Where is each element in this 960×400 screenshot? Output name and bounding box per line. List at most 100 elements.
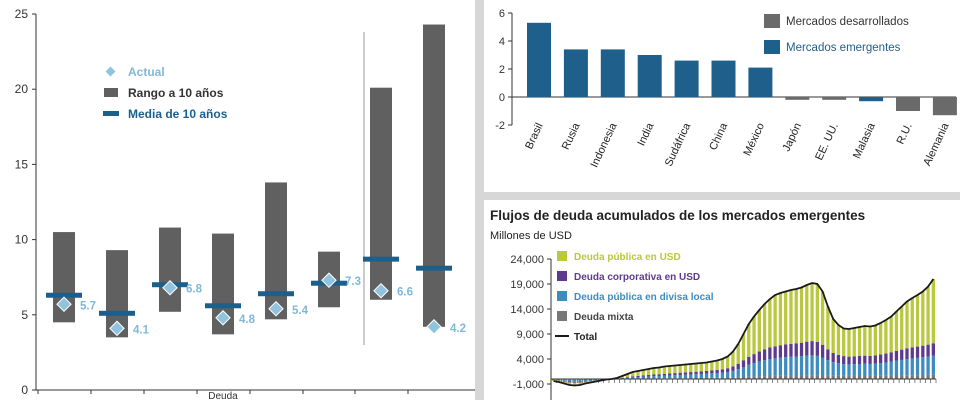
legend-developed-swatch [764, 14, 780, 28]
legend-mean-label: Media de 10 años [128, 107, 228, 121]
country-bar [896, 97, 920, 111]
stacked-bar-segment [641, 375, 645, 377]
stacked-bar-segment [810, 375, 814, 379]
stacked-bar-segment [646, 376, 651, 379]
stacked-bar-segment [799, 342, 804, 357]
stacked-bar-segment [757, 376, 761, 379]
stacked-bar-segment [878, 323, 883, 355]
stacked-bar-segment [910, 375, 914, 379]
stacked-bar-segment [915, 346, 920, 358]
stacked-bar-segment [662, 375, 667, 379]
stacked-bar-segment [815, 375, 819, 379]
stacked-bar-segment [789, 343, 793, 357]
stacked-bar-segment [842, 356, 846, 365]
stacked-bar-segment [694, 371, 698, 375]
stacked-bar-segment [773, 375, 777, 379]
stacked-bar-segment [878, 354, 883, 364]
country-label: Malasia [851, 120, 878, 160]
stacked-bar-segment [863, 326, 867, 356]
stacked-bar-segment [731, 366, 735, 371]
stacked-bar-segment [673, 365, 677, 374]
stacked-bar-segment [699, 377, 703, 379]
stacked-bar-segment [915, 357, 920, 376]
stacked-bar-segment [847, 329, 851, 357]
y-tick-label: 6 [499, 8, 505, 20]
range-bar [265, 182, 287, 320]
country-label: Brasil [523, 121, 546, 151]
range-bar [370, 87, 392, 300]
stacked-bar-segment [673, 375, 677, 379]
actual-value-label: 4.8 [239, 314, 256, 326]
stacked-bar-segment [757, 310, 761, 352]
country-label: India [635, 120, 656, 147]
stacked-bar-segment [931, 374, 935, 379]
stacked-bar-segment [789, 290, 793, 344]
stacked-bar-segment [768, 376, 772, 379]
country-bar [711, 60, 736, 97]
stacked-bar-segment [884, 375, 888, 379]
stacked-bar-segment [868, 363, 872, 376]
stacked-bar-segment [594, 379, 598, 381]
stacked-bar-segment [768, 359, 772, 376]
stacked-bar-segment [583, 379, 587, 381]
stacked-bar-segment [573, 379, 577, 382]
y-tick-label: 20 [15, 82, 29, 96]
stacked-bar-segment [683, 372, 688, 375]
stacked-bar-segment [762, 304, 767, 350]
country-label: México [742, 121, 768, 158]
stacked-bar-segment [794, 289, 798, 344]
stacked-bar-segment [884, 353, 888, 363]
stacked-bar-segment [752, 354, 756, 364]
stacked-bar-segment [852, 356, 856, 365]
stacked-bar-segment [562, 380, 566, 382]
stacked-bar-segment [878, 363, 883, 376]
stacked-bar-segment [694, 363, 698, 372]
y-tick-label: 25 [15, 7, 29, 21]
stacked-bar-segment [805, 355, 809, 376]
stacked-bar-segment [657, 374, 661, 376]
range-bar [159, 227, 181, 312]
stacked-bar-segment [873, 325, 877, 356]
stacked-bar-segment [799, 287, 804, 343]
stacked-bar-segment [926, 356, 930, 375]
y-tick-label: 24,000 [510, 254, 544, 266]
stacked-bar-segment [863, 376, 867, 379]
stacked-bar-segment [915, 295, 920, 347]
actual-value-label: 7.3 [345, 276, 361, 288]
stacked-bar-segment [636, 377, 640, 379]
stacked-bar-segment [689, 364, 693, 373]
stacked-bar-segment [900, 375, 904, 379]
stacked-bar-segment [894, 351, 899, 361]
stacked-bar-segment [905, 375, 909, 379]
stacked-bar-segment [741, 334, 746, 361]
stacked-bar-segment [736, 344, 740, 364]
stacked-bar-segment [905, 359, 909, 376]
stacked-bar-segment [726, 368, 730, 372]
stacked-bar-segment [910, 298, 914, 348]
stacked-bar-segment [857, 356, 862, 364]
stacked-bar-segment [557, 379, 561, 381]
stacked-bar-segment [652, 368, 656, 375]
stacked-bar-segment [820, 357, 825, 376]
stacked-bar-segment [852, 328, 856, 357]
country-bar [600, 49, 625, 97]
legend-actual-label: Actual [128, 65, 165, 79]
stacked-bar-segment [567, 379, 572, 382]
stacked-bar-segment [573, 381, 577, 383]
stacked-bar-segment [710, 361, 714, 371]
stacked-bar-segment [784, 291, 788, 345]
legend-actual-marker [105, 66, 116, 77]
country-label: Alemania [921, 120, 952, 167]
country-label: R.U. [895, 121, 915, 146]
y-tick-label: 5 [21, 308, 28, 322]
stacked-bar-segment [720, 377, 725, 379]
legend-developed-label: Mercados desarrollados [786, 16, 909, 28]
stacked-bar-segment [694, 374, 698, 378]
legend-line-label: Total [574, 332, 597, 343]
stacked-bar-segment [831, 375, 835, 379]
stacked-bar-segment [889, 375, 893, 379]
range-bar [212, 233, 234, 335]
stacked-bar-segment [873, 355, 877, 364]
stacked-bar-segment [921, 291, 925, 346]
country-bar [674, 60, 699, 97]
